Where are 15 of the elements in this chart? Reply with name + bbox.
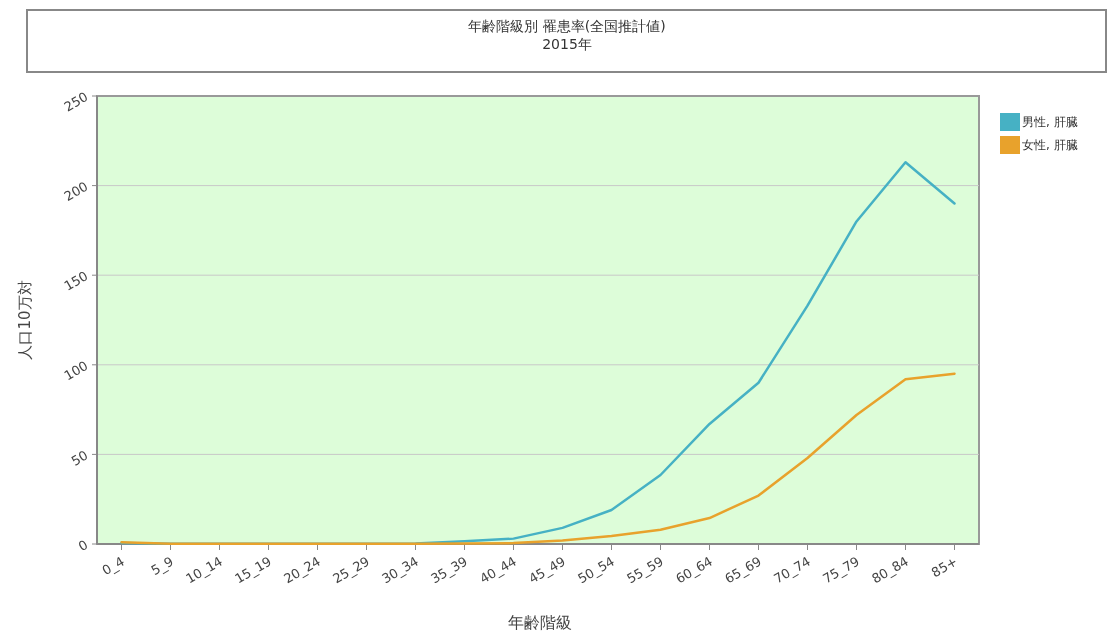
y-tick-label: 150 xyxy=(61,268,91,294)
x-tick-label: 0_4 xyxy=(99,553,127,579)
y-tick-label: 50 xyxy=(68,447,91,469)
y-tick-label: 100 xyxy=(61,357,91,384)
x-tick-label: 85+ xyxy=(928,553,960,581)
legend-label: 女性, 肝臓 xyxy=(1022,138,1078,152)
y-tick-label: 0 xyxy=(75,537,91,555)
chart-subtitle: 2015年 xyxy=(542,36,592,52)
y-tick-label: 250 xyxy=(61,89,91,115)
legend-label: 男性, 肝臓 xyxy=(1022,115,1078,129)
x-axis-title: 年齢階級 xyxy=(508,613,572,632)
x-tick-label: 5_9 xyxy=(148,553,176,579)
chart-title: 年齢階級別 罹患率(全国推計値) xyxy=(468,18,666,34)
y-axis-title: 人口10万対 xyxy=(16,280,34,360)
y-tick-label: 200 xyxy=(61,178,91,205)
